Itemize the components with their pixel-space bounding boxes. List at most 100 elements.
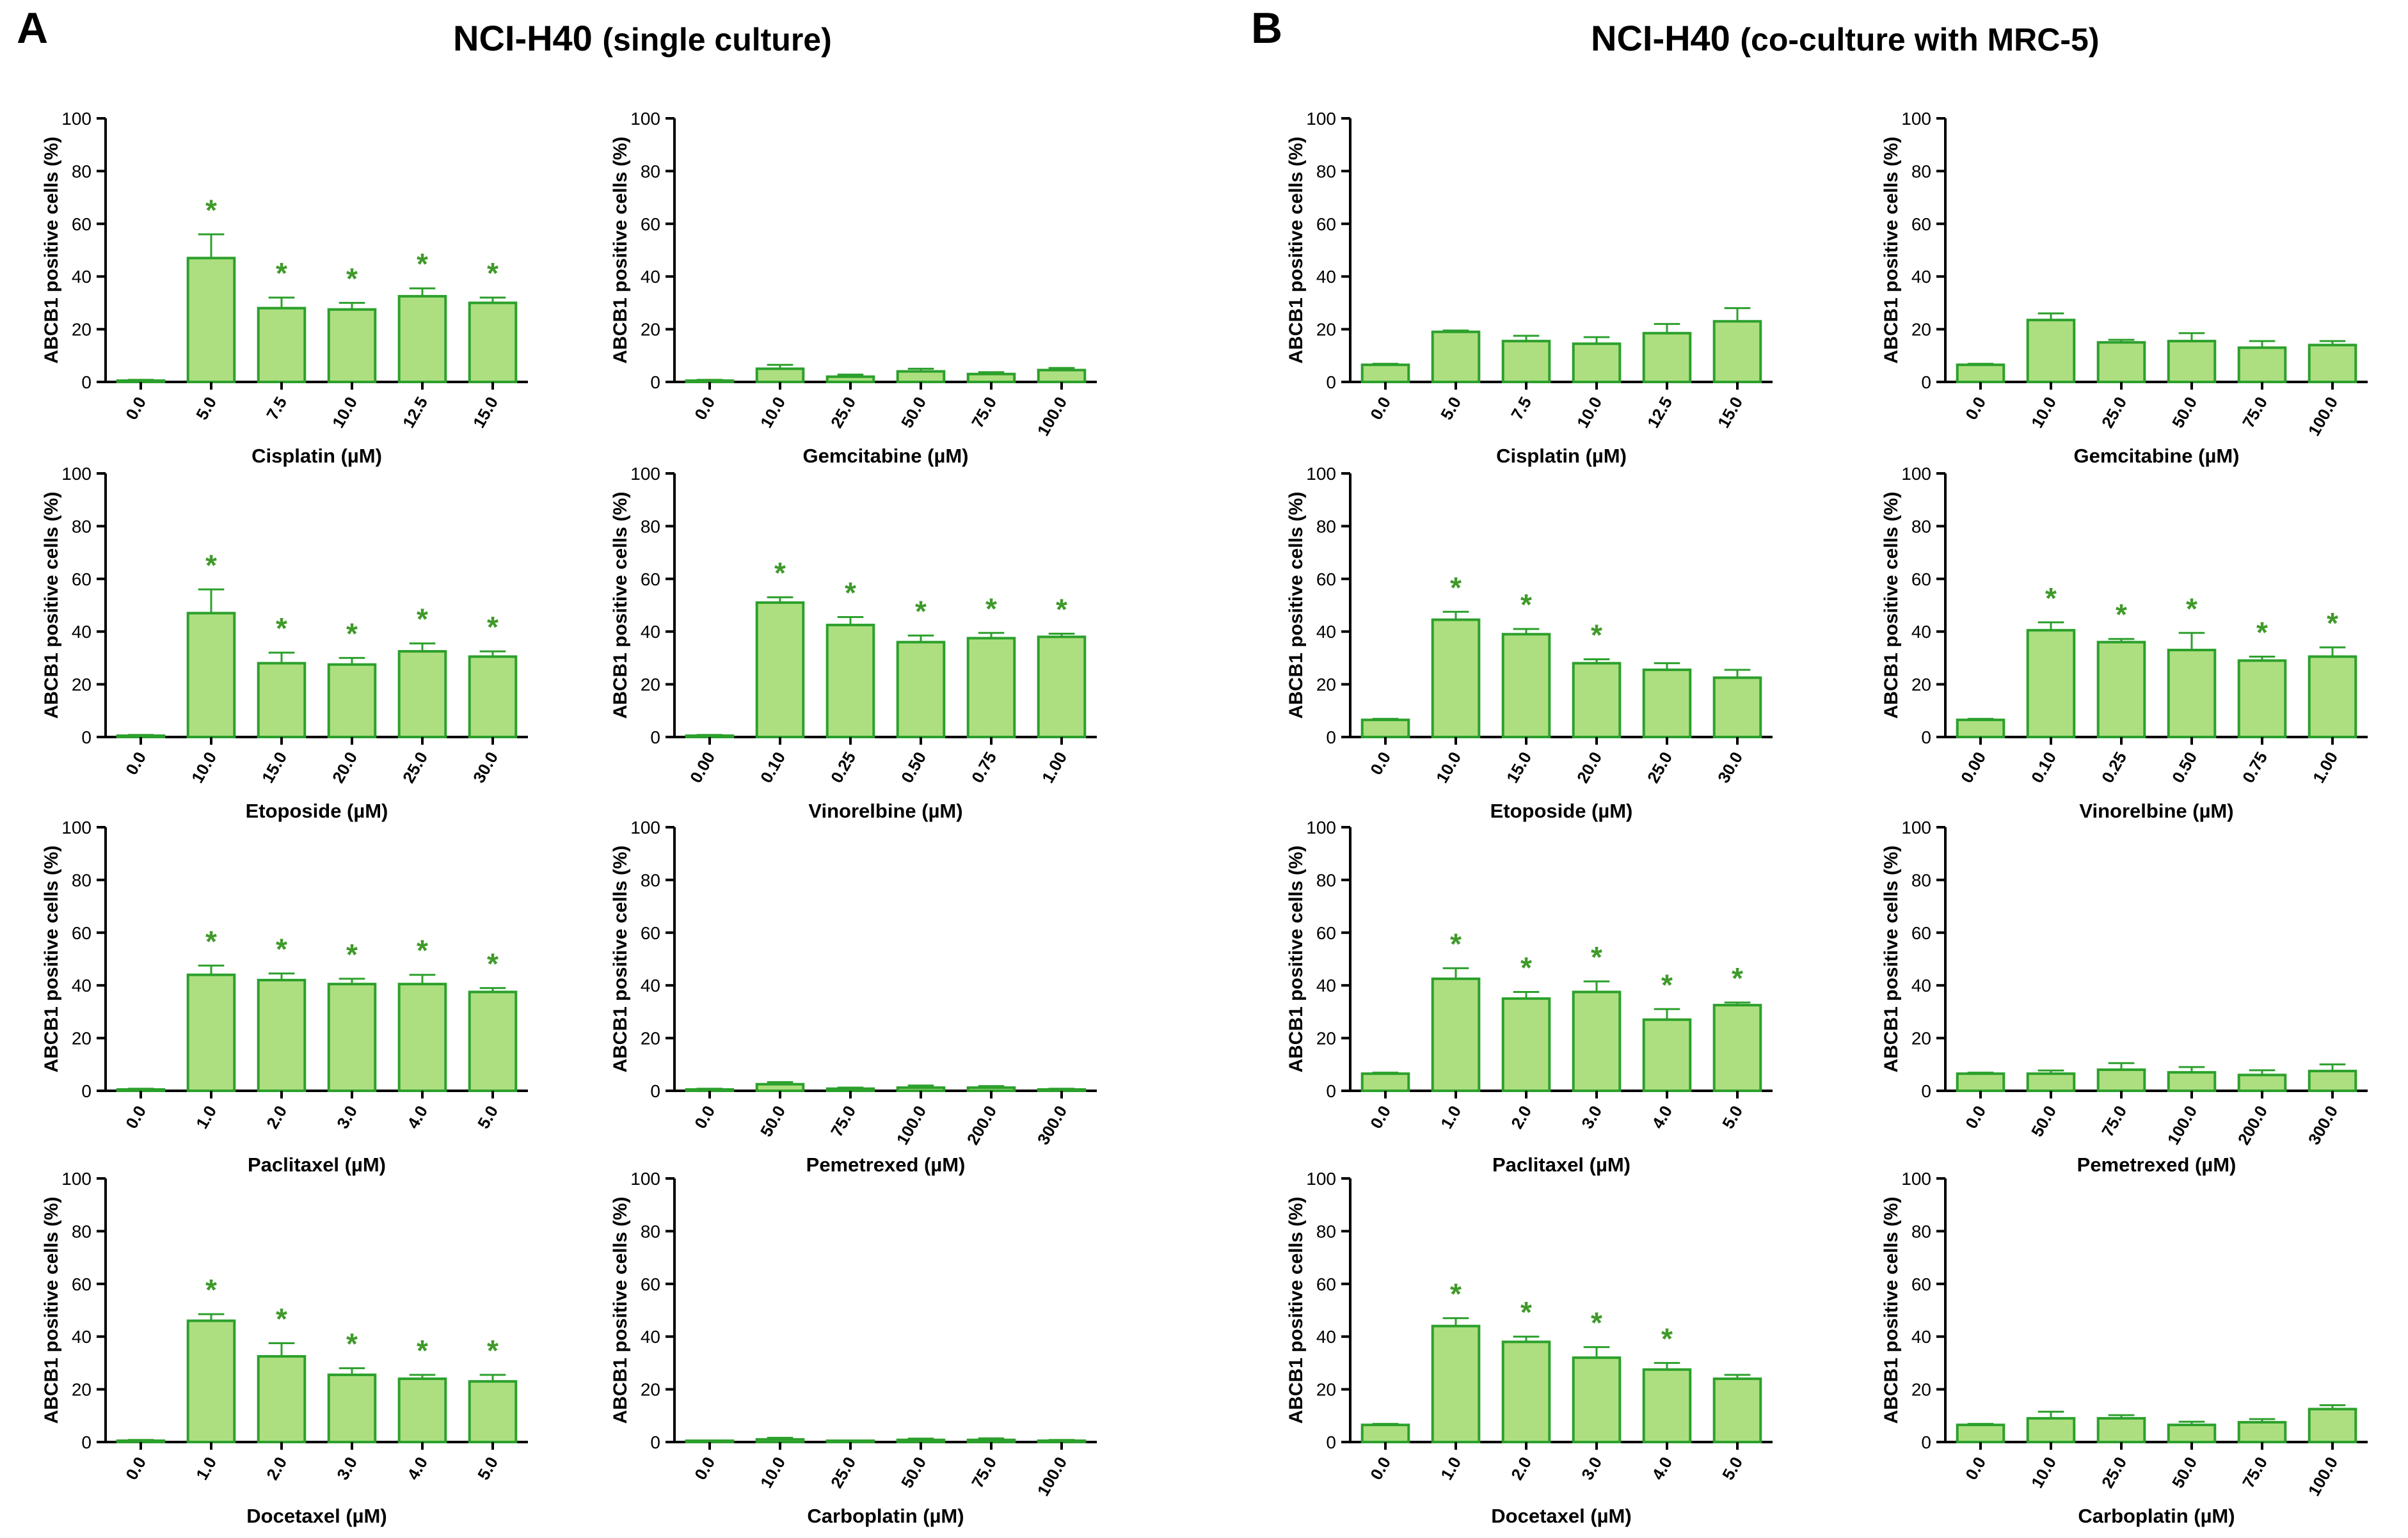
y-tick-label: 60	[1316, 569, 1336, 589]
x-tick-label: 0.75	[2238, 749, 2271, 786]
bar	[1712, 320, 1762, 383]
x-tick-label: 0.0	[122, 1102, 150, 1132]
y-axis-label: ABCB1 positive cells (%)	[1286, 491, 1307, 718]
y-tick-label: 60	[1316, 923, 1336, 943]
bar	[1037, 635, 1087, 738]
y-tick-label: 40	[1911, 267, 1931, 287]
x-tick-label: 5.0	[1718, 1454, 1746, 1483]
y-tick-label: 20	[1911, 675, 1931, 695]
significance-asterisk: *	[487, 947, 498, 980]
significance-asterisk: *	[1661, 968, 1673, 1001]
bar	[966, 637, 1016, 738]
x-tick-label: 4.0	[403, 1102, 431, 1132]
x-tick-label: 200.0	[963, 1102, 1001, 1148]
bar	[825, 623, 875, 739]
chart-7: 0 20 40 60 80 100 ABCB1 positive cells (%) 0.0 1…	[41, 1169, 528, 1527]
x-tick-label: 75.0	[968, 393, 1000, 431]
y-tick-label: 60	[641, 1274, 660, 1294]
x-tick-label: 0.00	[1957, 749, 1989, 786]
y-axis-label: ABCB1 positive cells (%)	[41, 845, 62, 1072]
bar	[2026, 629, 2076, 739]
x-tick-label: 50.0	[2027, 1102, 2060, 1140]
y-tick-label: 0	[650, 727, 660, 747]
x-tick-label: 15.0	[1503, 749, 1535, 786]
x-tick-label: 0.25	[2098, 749, 2130, 786]
bar	[257, 1355, 307, 1444]
x-tick-label: 50.0	[2168, 393, 2201, 431]
x-tick-label: 0.0	[690, 393, 719, 423]
bar	[2096, 640, 2146, 738]
bar	[1642, 331, 1692, 384]
bar	[1712, 676, 1762, 739]
y-axis-label: ABCB1 positive cells (%)	[610, 491, 631, 718]
x-axis-label: Cisplatin (µM)	[1496, 445, 1627, 467]
x-tick-label: 3.0	[333, 1454, 361, 1483]
y-tick-label: 80	[1316, 161, 1336, 181]
significance-asterisk: *	[915, 594, 927, 628]
significance-asterisk: *	[346, 617, 358, 650]
y-tick-label: 60	[1911, 214, 1931, 234]
y-tick-label: 0	[1921, 1432, 1931, 1452]
chart-4: 0 20 40 60 80 100 ABCB1 positive cells (%) 0.00…	[610, 464, 1097, 822]
chart-8: 0 20 40 60 80 100 ABCB1 positive cells (%) 0.0 1…	[610, 1169, 1097, 1527]
bar	[116, 734, 166, 738]
x-tick-label: 0.0	[1961, 1454, 1989, 1483]
y-tick-label: 0	[1326, 1081, 1336, 1101]
significance-asterisk: *	[1520, 951, 1532, 985]
y-tick-label: 20	[72, 1029, 92, 1049]
x-tick-label: 7.5	[1507, 393, 1535, 423]
x-axis-label: Paclitaxel (µM)	[248, 1154, 386, 1176]
significance-asterisk: *	[276, 1303, 287, 1336]
bar	[397, 983, 447, 1093]
x-tick-label: 100.0	[1033, 393, 1071, 439]
x-tick-label: 5.0	[192, 393, 220, 423]
x-tick-label: 10.0	[1432, 749, 1465, 786]
bar	[685, 1088, 735, 1092]
panel-b-letter: B	[1251, 4, 1283, 52]
bar	[327, 1373, 377, 1443]
bar	[468, 1380, 518, 1443]
x-axis-label: Gemcitabine (µM)	[2073, 445, 2239, 467]
bar	[966, 372, 1016, 384]
bar	[755, 601, 805, 738]
bar	[1431, 618, 1481, 738]
bar	[1431, 977, 1481, 1093]
x-tick-label: 5.0	[474, 1454, 502, 1483]
x-axis-label: Paclitaxel (µM)	[1492, 1154, 1631, 1176]
bar	[327, 663, 377, 738]
significance-asterisk: *	[774, 557, 786, 590]
bar	[825, 1087, 875, 1092]
significance-asterisk: *	[1056, 592, 1067, 626]
bar	[1431, 1324, 1481, 1443]
x-axis-label: Cisplatin (µM)	[251, 445, 382, 467]
significance-asterisk: *	[1450, 571, 1462, 604]
x-tick-label: 5.0	[474, 1102, 502, 1132]
x-tick-label: 100.0	[1033, 1454, 1071, 1499]
bar	[116, 379, 166, 384]
y-tick-label: 100	[1306, 818, 1336, 837]
x-tick-label: 100.0	[2304, 1454, 2342, 1499]
y-tick-label: 60	[1316, 1274, 1336, 1294]
x-tick-label: 12.5	[399, 393, 431, 431]
significance-asterisk: *	[276, 257, 287, 290]
y-tick-label: 100	[1901, 1169, 1931, 1189]
bar	[257, 662, 307, 739]
y-tick-label: 20	[72, 320, 92, 340]
y-tick-label: 100	[1306, 1169, 1336, 1189]
bar	[896, 1086, 946, 1093]
y-axis-label: ABCB1 positive cells (%)	[41, 136, 62, 363]
y-axis-label: ABCB1 positive cells (%)	[41, 1196, 62, 1423]
x-tick-label: 50.0	[897, 1454, 930, 1491]
bar	[2308, 1070, 2357, 1092]
bar	[397, 1377, 447, 1444]
y-tick-label: 40	[641, 267, 660, 287]
bar	[1360, 1423, 1410, 1443]
significance-asterisk: *	[1520, 1296, 1532, 1329]
y-tick-label: 80	[1316, 870, 1336, 890]
y-axis-label: ABCB1 positive cells (%)	[1881, 491, 1902, 718]
significance-asterisk: *	[487, 257, 498, 290]
bar	[468, 990, 518, 1092]
bar	[1572, 1356, 1622, 1443]
x-tick-label: 3.0	[1577, 1102, 1606, 1132]
chart-9: 0 20 40 60 80 100 ABCB1 positive cells (%) 0.0 5…	[1286, 109, 1773, 467]
